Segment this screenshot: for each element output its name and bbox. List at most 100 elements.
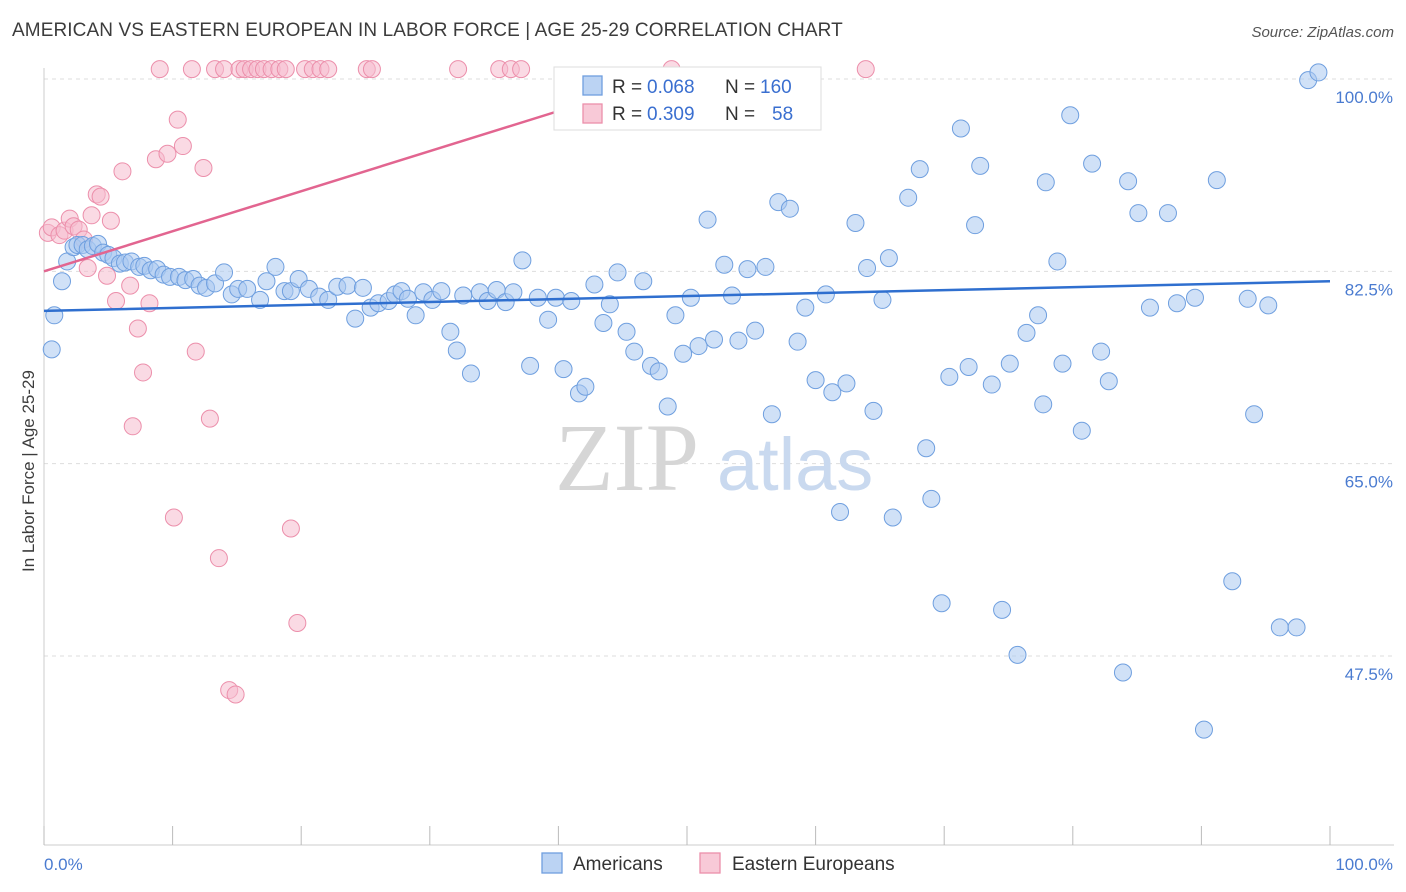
eastern-europeans-points	[38, 60, 875, 704]
americans-point	[617, 322, 636, 341]
americans-points	[42, 63, 1328, 739]
americans-point	[698, 210, 717, 229]
source-label: Source: ZipAtlas.com	[1251, 24, 1394, 41]
americans-point	[562, 292, 581, 311]
eastern-europeans-point	[123, 417, 142, 436]
y-tick-labels: 100.0% 82.5% 65.0% 47.5%	[1335, 88, 1393, 684]
americans-point	[447, 341, 466, 360]
eastern-europeans-point	[512, 60, 531, 79]
legend-americans-label: Americans	[573, 854, 663, 875]
americans-point	[1309, 63, 1328, 82]
americans-point	[528, 288, 547, 307]
americans-point	[762, 405, 781, 424]
americans-point	[539, 310, 558, 329]
n-label-eastern-europeans: N =	[725, 104, 755, 125]
americans-point	[1029, 306, 1048, 325]
eastern-europeans-point	[276, 60, 295, 79]
r-value-eastern-europeans: 0.309	[647, 104, 695, 125]
americans-point	[788, 332, 807, 351]
n-label-americans: N =	[725, 77, 755, 98]
americans-point	[398, 289, 417, 308]
eastern-europeans-point	[173, 137, 192, 156]
x-tick-label: 0.0%	[44, 855, 83, 874]
americans-point	[1017, 323, 1036, 342]
eastern-europeans-point	[200, 409, 219, 428]
eastern-europeans-point	[226, 685, 245, 704]
americans-point	[257, 272, 276, 291]
americans-point	[816, 285, 835, 304]
axes	[43, 68, 1394, 846]
americans-point	[982, 375, 1001, 394]
americans-point	[441, 322, 460, 341]
americans-point	[689, 337, 708, 356]
n-value-americans: 160	[760, 77, 792, 98]
americans-point	[1061, 106, 1080, 125]
y-axis-label: In Labor Force | Age 25-29	[19, 370, 38, 572]
americans-point	[1129, 204, 1148, 223]
americans-point	[899, 188, 918, 207]
americans-point	[1223, 572, 1242, 591]
americans-point	[971, 156, 990, 175]
r-value-americans: 0.068	[647, 77, 695, 98]
americans-point	[585, 275, 604, 294]
americans-point	[658, 397, 677, 416]
americans-point	[504, 283, 523, 302]
americans-point	[266, 257, 285, 276]
americans-point	[705, 330, 724, 349]
americans-point	[993, 600, 1012, 619]
americans-point	[600, 295, 619, 314]
americans-point	[513, 251, 532, 270]
americans-point	[966, 216, 985, 235]
americans-point	[837, 374, 856, 393]
americans-point	[42, 340, 61, 359]
americans-point	[1053, 354, 1072, 373]
americans-point	[608, 263, 627, 282]
americans-point	[461, 364, 480, 383]
americans-point	[1194, 720, 1213, 739]
watermark-atlas: atlas	[717, 423, 873, 506]
americans-point	[53, 272, 72, 291]
eastern-europeans-point	[182, 60, 201, 79]
eastern-europeans-point	[168, 110, 187, 129]
x-tick-label: 100.0%	[1335, 855, 1393, 874]
americans-point	[1119, 172, 1138, 191]
americans-point	[406, 306, 425, 325]
americans-point	[1099, 372, 1118, 391]
bottom-legend: Americans Eastern Europeans	[541, 852, 895, 875]
americans-point	[346, 309, 365, 328]
americans-point	[1048, 252, 1067, 271]
americans-point	[1036, 173, 1055, 192]
eastern-europeans-point	[215, 60, 234, 79]
eastern-europeans-point	[121, 276, 140, 295]
eastern-europeans-point	[362, 60, 381, 79]
americans-trend-line	[43, 279, 1331, 313]
eastern-europeans-point	[194, 159, 213, 178]
americans-point	[634, 272, 653, 291]
eastern-europeans-point	[101, 211, 120, 230]
americans-point	[756, 257, 775, 276]
eastern-europeans-swatch	[582, 103, 603, 124]
legend-eastern-europeans-swatch	[699, 852, 721, 874]
americans-point	[879, 249, 898, 268]
americans-point	[1034, 395, 1053, 414]
americans-point	[846, 213, 865, 232]
eastern-europeans-point	[319, 60, 338, 79]
eastern-europeans-point	[134, 363, 153, 382]
americans-point	[780, 199, 799, 218]
americans-point	[940, 367, 959, 386]
y-tick-label: 47.5%	[1345, 665, 1393, 684]
eastern-europeans-point	[209, 549, 228, 568]
americans-point	[1083, 154, 1102, 173]
eastern-europeans-point	[856, 60, 875, 79]
americans-point	[873, 290, 892, 309]
watermark-zip: ZIP	[555, 404, 699, 511]
chart-title: AMERICAN VS EASTERN EUROPEAN IN LABOR FO…	[12, 20, 843, 41]
americans-point	[917, 439, 936, 458]
americans-point	[1113, 663, 1132, 682]
americans-point	[796, 298, 815, 317]
americans-point	[1238, 289, 1257, 308]
americans-point	[353, 278, 372, 297]
americans-point	[864, 401, 883, 420]
americans-point	[1270, 618, 1289, 637]
americans-point	[1000, 354, 1019, 373]
